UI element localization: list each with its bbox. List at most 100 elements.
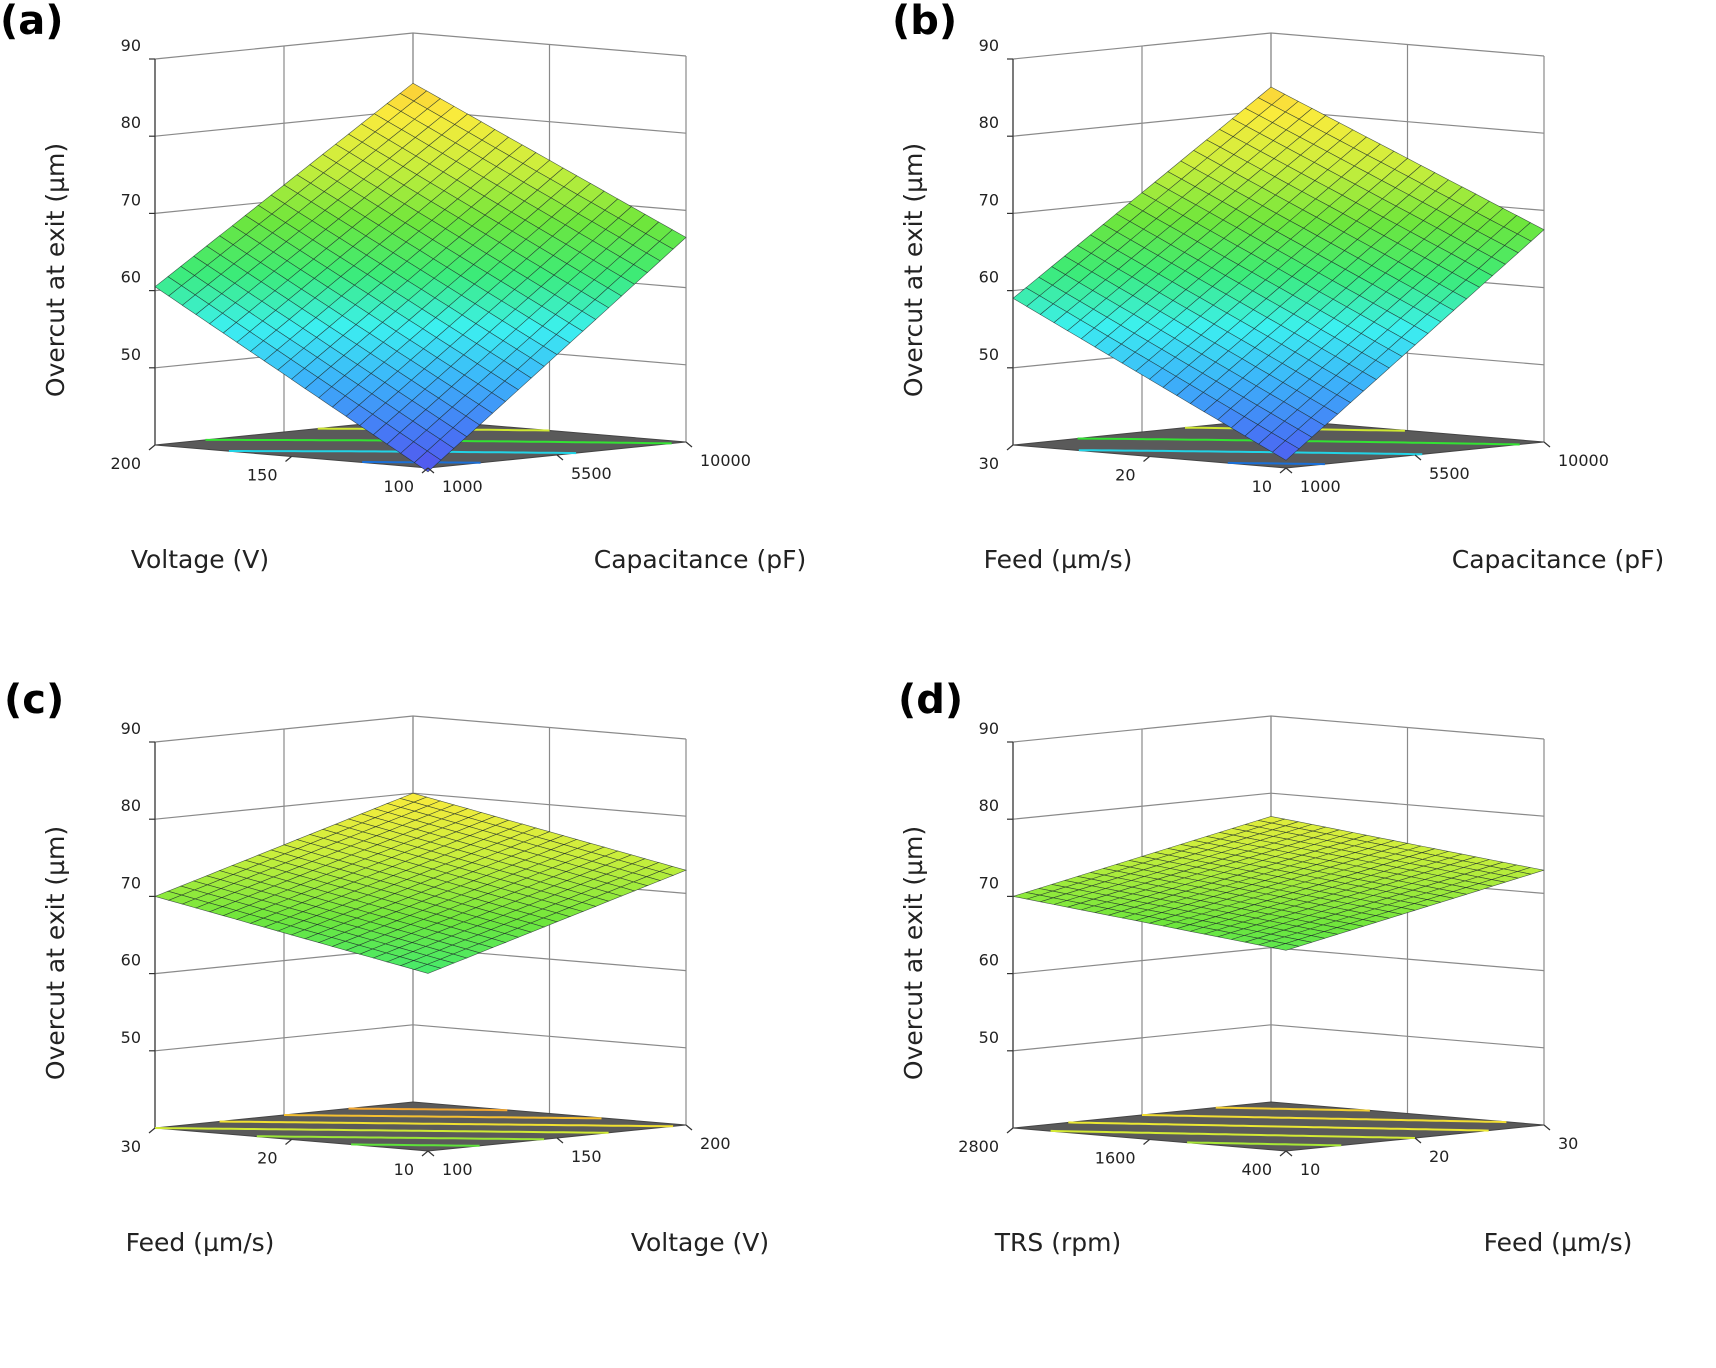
panel-c: (c) 50 60 70 80 90 Overcut at exit (µm) 10 20 30…	[0, 677, 858, 1363]
surface-mesh	[154, 82, 687, 473]
left-tick-mark	[1006, 444, 1014, 451]
right-tick-mark	[427, 467, 435, 474]
right-tick-mark	[1285, 1150, 1293, 1157]
left-tick-label: 10	[394, 1160, 414, 1179]
contour-line	[348, 1107, 508, 1112]
z-tick-label: 70	[121, 190, 141, 209]
z-axis-label: Overcut at exit (µm)	[41, 826, 70, 1080]
right-tick-mark	[685, 1124, 693, 1131]
wall-hgrid	[154, 32, 687, 60]
right-tick-mark	[1543, 441, 1551, 448]
right-tick-label: 150	[571, 1147, 602, 1166]
surface-chart-d: 50 60 70 80 90 Overcut at exit (µm) 400 1600 280…	[899, 715, 1633, 1257]
contour-line	[256, 1135, 545, 1141]
right-tick-label: 30	[1558, 1134, 1578, 1153]
z-axis-label: Overcut at exit (µm)	[899, 826, 928, 1080]
wall-hgrid	[1012, 1024, 1545, 1052]
contour-line	[1187, 1141, 1342, 1147]
right-tick-label: 1000	[442, 477, 483, 496]
wall-hgrid	[154, 715, 687, 743]
right-tick-mark	[1543, 1124, 1551, 1131]
wall-hgrid	[1012, 715, 1545, 743]
right-axis-ticks: 1000 5500 10000	[1285, 441, 1609, 496]
z-tick-label: 80	[979, 113, 999, 132]
left-tick-label: 10	[1252, 477, 1272, 496]
left-tick-mark	[421, 1150, 429, 1157]
right-tick-mark	[427, 1150, 435, 1157]
z-ticks: 50 60 70 80 90	[121, 719, 155, 1052]
left-axis-ticks: 10 20 30	[121, 1127, 429, 1179]
contour-line	[283, 1114, 602, 1120]
z-tick-label: 80	[979, 796, 999, 815]
z-tick-label: 90	[979, 36, 999, 55]
z-axis-label: Overcut at exit (µm)	[899, 143, 928, 397]
left-tick-mark	[1279, 467, 1287, 474]
left-axis-ticks: 100 150 200	[110, 444, 429, 496]
left-tick-mark	[1143, 456, 1150, 462]
surface-cell	[413, 964, 442, 974]
panel-label: (c)	[4, 677, 65, 723]
contour-line	[1050, 1129, 1416, 1139]
right-axis-label: Voltage (V)	[631, 1228, 769, 1257]
z-tick-label: 50	[121, 1028, 141, 1047]
z-tick-label: 90	[979, 719, 999, 738]
right-tick-label: 10000	[1558, 451, 1609, 470]
left-axis-label: Feed (µm/s)	[984, 545, 1133, 574]
z-tick-label: 60	[979, 951, 999, 970]
z-tick-label: 70	[979, 190, 999, 209]
z-tick-label: 60	[121, 268, 141, 287]
z-tick-label: 60	[979, 268, 999, 287]
contour-line	[1078, 449, 1423, 456]
right-axis-ticks: 100 150 200	[427, 1124, 731, 1179]
right-tick-mark	[556, 454, 564, 461]
surface-cell	[1271, 440, 1300, 461]
left-tick-mark	[421, 467, 429, 474]
panel-a: (a) 50 60 70 80 90 Overcut at exit (µm) 100 150…	[0, 0, 858, 680]
left-tick-label: 20	[257, 1149, 277, 1168]
contour-line	[1141, 1114, 1507, 1124]
right-tick-label: 5500	[1429, 464, 1470, 483]
right-tick-label: 1000	[1300, 477, 1341, 496]
left-axis-label: TRS (rpm)	[994, 1228, 1121, 1257]
panel-b: (b) 50 60 70 80 90 Overcut at exit (µm) 10 20 30…	[858, 0, 1716, 680]
right-tick-label: 5500	[571, 464, 612, 483]
left-tick-label: 20	[1115, 466, 1135, 485]
z-ticks: 50 60 70 80 90	[979, 719, 1013, 1052]
panel-label: (d)	[898, 677, 964, 723]
z-tick-label: 50	[979, 345, 999, 364]
wall-hgrid	[154, 1024, 687, 1052]
right-axis-label: Feed (µm/s)	[1484, 1228, 1633, 1257]
z-tick-label: 50	[979, 1028, 999, 1047]
left-tick-mark	[1143, 1139, 1150, 1145]
right-tick-label: 10	[1300, 1160, 1320, 1179]
contour-line	[1227, 461, 1325, 466]
left-tick-mark	[148, 444, 156, 451]
left-axis-label: Voltage (V)	[131, 545, 269, 574]
left-tick-label: 150	[247, 466, 278, 485]
left-axis-ticks: 10 20 30	[979, 444, 1287, 496]
panel-d: (d) 50 60 70 80 90 Overcut at exit (µm) 400 160…	[858, 677, 1716, 1363]
left-tick-label: 400	[1241, 1160, 1272, 1179]
surface-mesh	[1012, 816, 1545, 951]
right-tick-label: 10000	[700, 451, 751, 470]
floor-contours	[154, 1107, 674, 1147]
wall-hgrid	[1012, 32, 1545, 60]
left-axis-label: Feed (µm/s)	[126, 1228, 275, 1257]
left-tick-label: 100	[383, 477, 414, 496]
wall-hgrid	[1012, 792, 1545, 820]
right-tick-mark	[685, 441, 693, 448]
z-axis-label: Overcut at exit (µm)	[41, 143, 70, 397]
right-axis-ticks: 1000 5500 10000	[427, 441, 751, 496]
right-tick-mark	[1414, 1137, 1422, 1144]
right-tick-label: 200	[700, 1134, 731, 1153]
z-tick-label: 50	[121, 345, 141, 364]
contour-line	[219, 1120, 674, 1128]
surface-cell	[1272, 943, 1299, 951]
right-tick-mark	[1414, 454, 1422, 461]
right-axis-ticks: 10 20 30	[1285, 1124, 1578, 1179]
z-tick-label: 90	[121, 719, 141, 738]
left-tick-mark	[1279, 1150, 1287, 1157]
right-tick-label: 20	[1429, 1147, 1449, 1166]
left-tick-label: 1600	[1095, 1149, 1136, 1168]
left-tick-mark	[285, 456, 292, 462]
